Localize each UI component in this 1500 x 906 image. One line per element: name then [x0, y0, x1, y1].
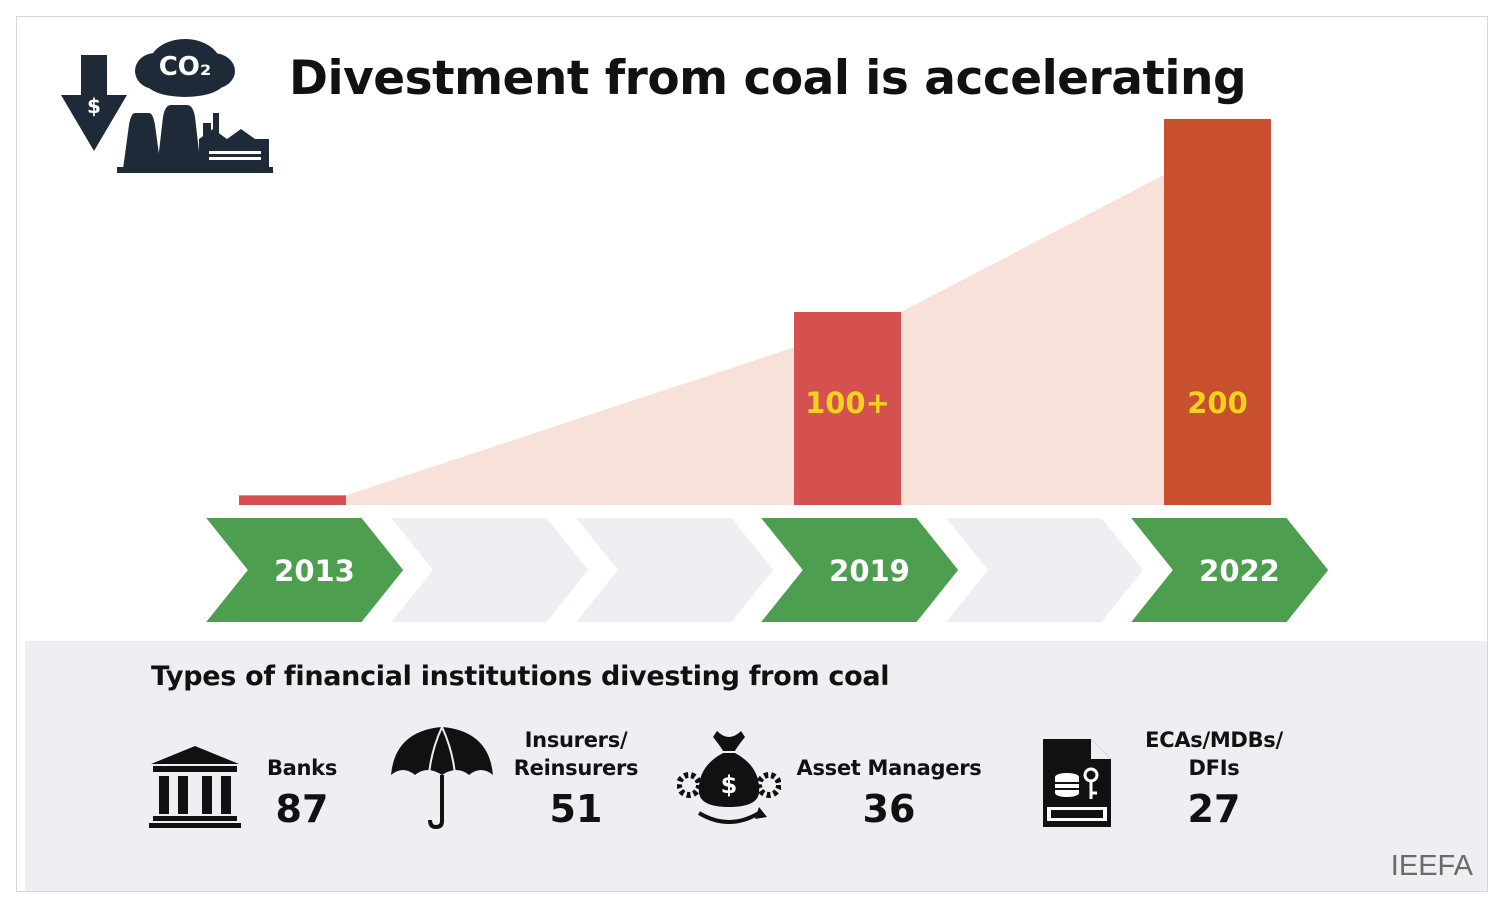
infographic-frame: $ CO₂ 100+ 200 2013 2019 2022 Divestment fr… [16, 16, 1488, 892]
institution-count-ecas: 27 [1187, 787, 1241, 831]
page-title: Divestment from coal is accelerating [289, 51, 1247, 106]
divestment-chart: $ CO₂ 100+ 200 2013 2019 2022 [61, 39, 1336, 628]
chart-area [346, 119, 1271, 505]
bank-icon [149, 746, 241, 828]
institution-label-banks: Banks [266, 756, 338, 780]
institution-label-ecas: ECAs/MDBs/ DFIs [1129, 726, 1299, 782]
institution-label-asset-managers: Asset Managers [796, 756, 982, 780]
svg-text:$: $ [87, 94, 101, 118]
document-icon [1043, 739, 1111, 827]
timeline-arrow-5 [933, 512, 1151, 628]
institution-count-insurers: 51 [549, 787, 603, 831]
timeline-year-2019: 2019 [829, 554, 910, 588]
institutions-heading: Types of financial institutions divestin… [151, 661, 890, 692]
timeline-arrow-1 [193, 512, 411, 628]
coal-plant-logo-icon: $ CO₂ [61, 39, 273, 173]
timeline-arrow-3 [563, 512, 781, 628]
timeline-arrow-4 [748, 512, 966, 628]
bar-2019 [794, 312, 901, 505]
institution-count-banks: 87 [275, 787, 329, 831]
institution-label-insurers: Insurers/ Reinsurers [501, 726, 651, 782]
timeline-arrow-2 [378, 512, 596, 628]
institution-count-asset-managers: 36 [862, 787, 916, 831]
source-label: IEEFA [1390, 850, 1473, 882]
svg-text:$: $ [721, 771, 738, 799]
timeline-arrow-6 [1118, 512, 1336, 628]
institution-label-insurers-text: Insurers/ Reinsurers [513, 728, 639, 780]
umbrella-icon [391, 726, 493, 829]
timeline-year-2013: 2013 [274, 554, 355, 588]
money-bag-icon: $ [677, 731, 781, 824]
co2-label: CO₂ [159, 52, 212, 82]
bar-2013 [239, 495, 346, 505]
institution-label-ecas-text: ECAs/MDBs/ DFIs [1145, 728, 1283, 780]
timeline-year-2022: 2022 [1199, 554, 1280, 588]
data-label-2019: 100+ [805, 386, 890, 420]
chart-timeline: 2013 2019 2022 [193, 512, 1336, 628]
institutions-panel [25, 641, 1487, 891]
chart-bars: 100+ 200 [239, 119, 1271, 505]
data-label-2022: 200 [1187, 386, 1248, 420]
growth-area [346, 119, 1271, 505]
bar-2022 [1164, 119, 1271, 505]
